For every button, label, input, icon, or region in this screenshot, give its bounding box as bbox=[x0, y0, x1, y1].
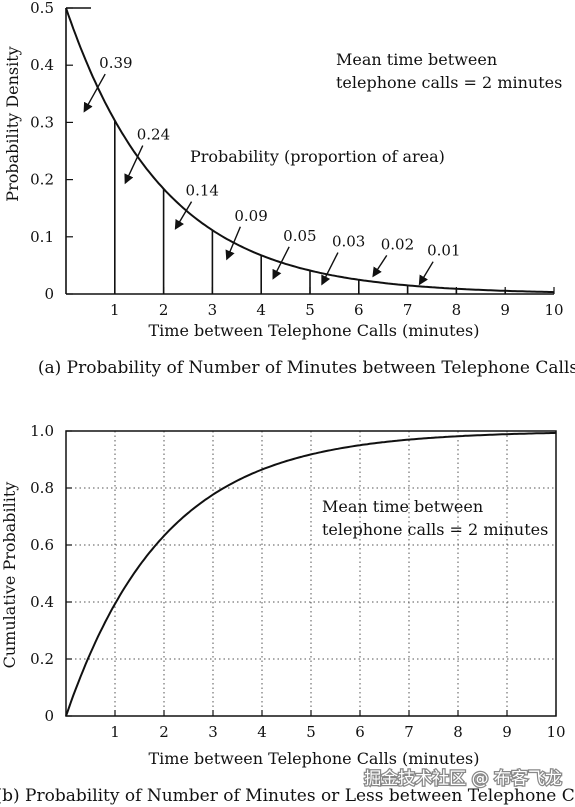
a-slice-label: 0.39 bbox=[99, 54, 132, 72]
a-slice-label: 0.09 bbox=[234, 207, 267, 225]
b-x-tick-label: 2 bbox=[159, 723, 169, 741]
a-slice-label: 0.01 bbox=[427, 242, 460, 260]
a-annotation-mean-line2: telephone calls = 2 minutes bbox=[336, 73, 562, 92]
a-slice-arrow bbox=[272, 246, 290, 280]
chart-a-pdf: 1 2 3 4 5 6 7 8 9 10 0 0.1 0.2 0.3 0.4 0.5 0.39 0.24 0.1… bbox=[3, 0, 575, 378]
b-x-tick-label: 10 bbox=[546, 723, 565, 741]
a-slice-arrow bbox=[83, 73, 106, 113]
a-x-tick-label: 6 bbox=[354, 301, 364, 319]
a-x-tick-label: 7 bbox=[403, 301, 413, 319]
b-x-tick-label: 7 bbox=[404, 723, 414, 741]
b-y-tick-label: 0.2 bbox=[30, 650, 54, 668]
a-y-tick-label: 0.1 bbox=[30, 228, 54, 246]
a-x-tick-label: 5 bbox=[305, 301, 315, 319]
a-y-tick-label: 0.4 bbox=[30, 56, 54, 74]
a-y-tick-label: 0.3 bbox=[30, 113, 54, 131]
b-y-tick-label: 1.0 bbox=[30, 422, 54, 440]
a-x-tick-label: 1 bbox=[110, 301, 120, 319]
a-x-axis-label: Time between Telephone Calls (minutes) bbox=[148, 321, 479, 340]
b-plot-frame bbox=[65, 430, 557, 717]
a-slice-arrow bbox=[372, 255, 388, 278]
a-slice-arrow bbox=[225, 226, 242, 261]
a-annotation-area: Probability (proportion of area) bbox=[190, 147, 445, 166]
a-x-tick-label: 3 bbox=[208, 301, 218, 319]
a-x-tick-label: 9 bbox=[500, 301, 510, 319]
b-annotation-mean-line1: Mean time between bbox=[322, 497, 483, 516]
b-cumulative-curve bbox=[65, 431, 557, 717]
watermark: 掘金技术社区 @ 布客飞龙 bbox=[364, 769, 562, 789]
a-x-tick-label: 8 bbox=[452, 301, 462, 319]
a-annotation-mean-line1: Mean time between bbox=[336, 50, 497, 69]
chart-b-cdf: 1 2 3 4 5 6 7 8 9 10 0 0.2 0.4 0.6 0.8 1.0 Cumulative … bbox=[0, 422, 575, 806]
a-x-tick-label: 10 bbox=[544, 301, 563, 319]
a-slice-arrow bbox=[321, 252, 339, 286]
b-annotation-mean-line2: telephone calls = 2 minutes bbox=[322, 520, 548, 539]
b-x-tick-label: 9 bbox=[502, 723, 512, 741]
b-x-tick-label: 4 bbox=[257, 723, 267, 741]
b-y-tick-label: 0 bbox=[44, 707, 54, 725]
b-x-axis-label: Time between Telephone Calls (minutes) bbox=[148, 749, 479, 768]
b-caption: (b) Probability of Number of Minutes or … bbox=[0, 786, 575, 806]
a-y-tick-label: 0.2 bbox=[30, 171, 54, 189]
b-y-tick-label: 0.8 bbox=[30, 479, 54, 497]
b-y-axis-label: Cumulative Probability bbox=[0, 482, 19, 669]
a-slice-label: 0.03 bbox=[332, 233, 365, 251]
a-y-tick-label: 0.5 bbox=[30, 0, 54, 17]
a-slice-arrow bbox=[418, 261, 434, 286]
a-slice-arrow bbox=[174, 201, 193, 230]
a-slice-label: 0.14 bbox=[186, 182, 219, 200]
a-y-axis-label: Probability Density bbox=[3, 46, 22, 201]
a-density-curve bbox=[65, 7, 555, 294]
b-x-tick-label: 8 bbox=[453, 723, 463, 741]
b-x-tick-label: 1 bbox=[110, 723, 120, 741]
a-x-tick-label: 2 bbox=[159, 301, 169, 319]
a-x-tick-label: 4 bbox=[256, 301, 266, 319]
a-slice-arrow bbox=[124, 145, 144, 185]
a-caption: (a) Probability of Number of Minutes bet… bbox=[38, 358, 575, 378]
b-y-tick-label: 0.4 bbox=[30, 593, 54, 611]
a-y-tick-label: 0 bbox=[44, 285, 54, 303]
b-y-tick-label: 0.6 bbox=[30, 536, 54, 554]
a-slice-label: 0.24 bbox=[137, 126, 170, 144]
b-x-tick-label: 5 bbox=[306, 723, 316, 741]
a-slice-label: 0.02 bbox=[381, 235, 414, 253]
a-slice-label: 0.05 bbox=[283, 227, 316, 245]
b-x-tick-label: 3 bbox=[208, 723, 218, 741]
b-x-tick-label: 6 bbox=[355, 723, 365, 741]
